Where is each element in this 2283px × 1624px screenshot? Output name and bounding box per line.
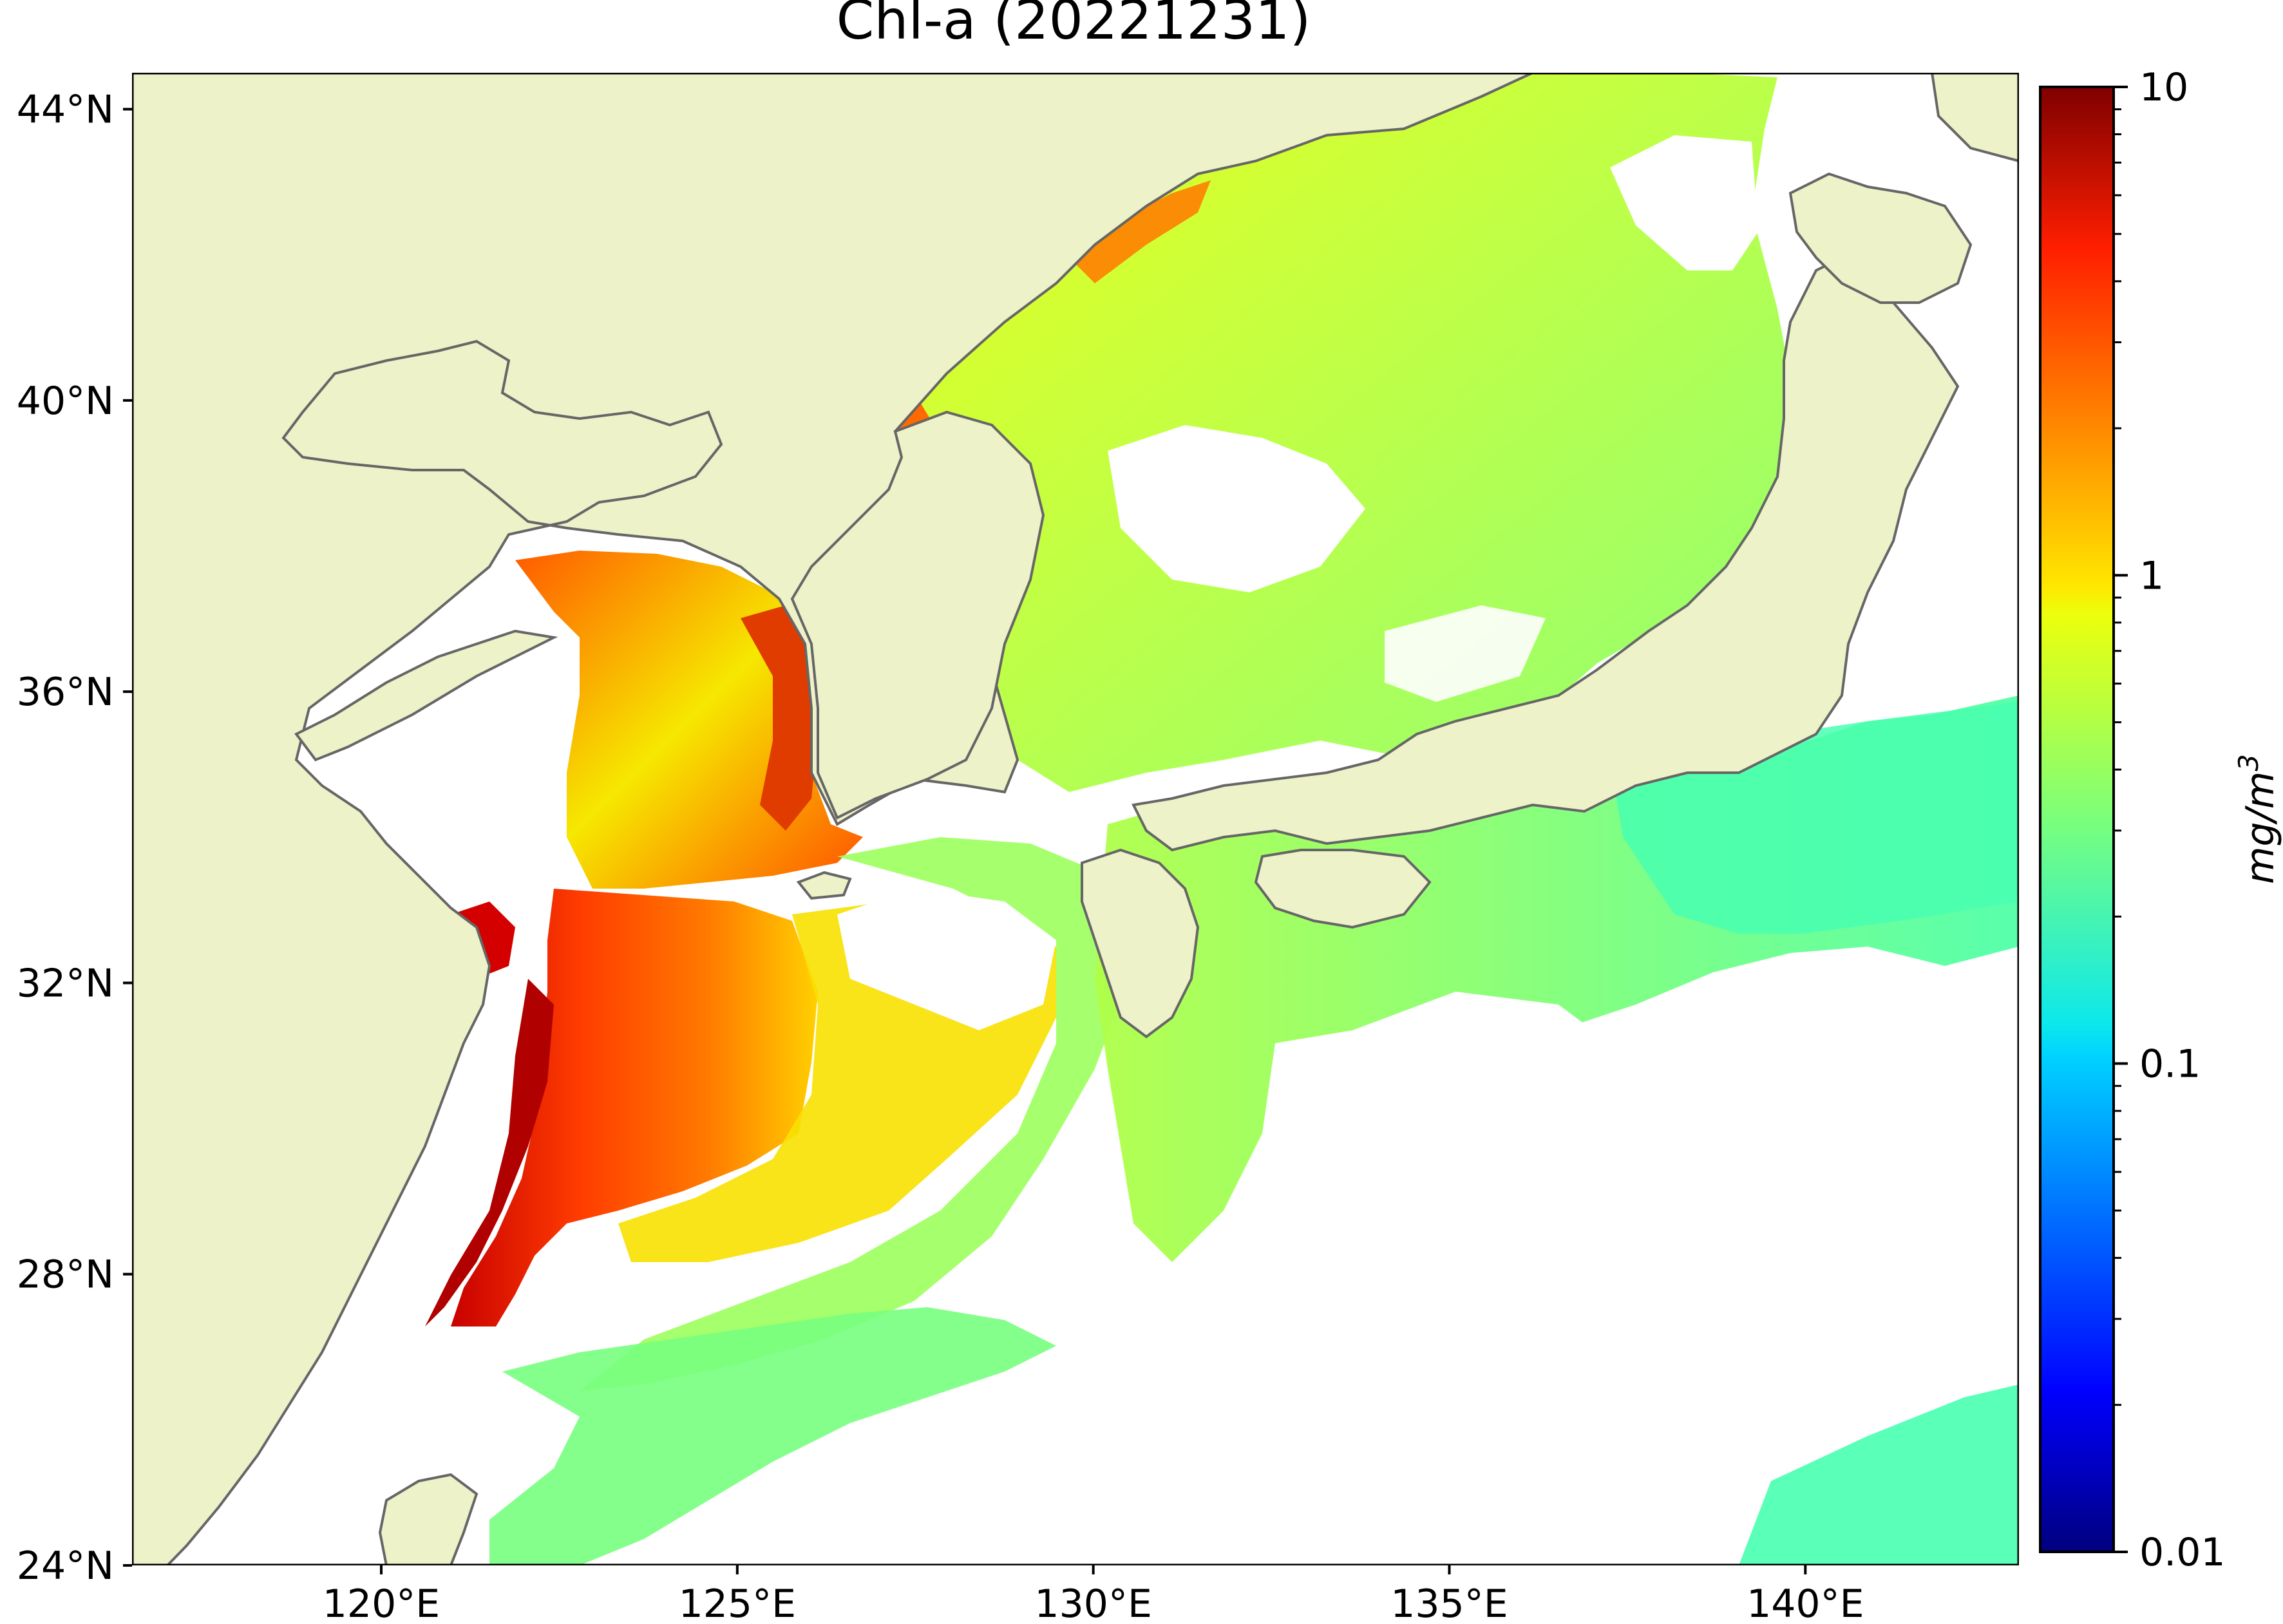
zhejiang-coastal-chl xyxy=(425,979,554,1327)
colorbar-minor-ticks xyxy=(2114,108,2121,1406)
shikoku xyxy=(1254,849,1432,929)
lat-tick-label: 24°N xyxy=(17,1544,114,1589)
japan-sea-clouds-2 xyxy=(1108,425,1365,592)
lat-tick-label: 36°N xyxy=(17,670,114,715)
shandong-peninsula xyxy=(294,629,558,762)
ecs-clouds xyxy=(837,889,1056,1030)
chart-title: Chl-a (20221231) xyxy=(837,0,1311,52)
japan-sea-clouds-3 xyxy=(1385,605,1546,702)
lat-tick-label: 28°N xyxy=(17,1252,114,1298)
unit-exponent: 3 xyxy=(2233,754,2264,771)
ryukyu-chl xyxy=(489,1307,1056,1565)
honshu xyxy=(1132,256,1960,852)
colorbar-ticks: 10 1 0.1 0.01 xyxy=(2114,65,2226,1575)
lon-tick-label: 135°E xyxy=(1390,1582,1508,1624)
east-china-sea-chl xyxy=(451,889,818,1327)
kyushu xyxy=(1081,848,1200,1039)
map-area xyxy=(132,73,2019,1565)
colorbar-tick-label: 0.01 xyxy=(2139,1530,2226,1575)
lat-tick-label: 32°N xyxy=(17,961,114,1006)
jeju-island xyxy=(796,871,852,900)
longitude-ticks: 120°E 125°E 130°E 135°E 140°E xyxy=(323,1565,1864,1624)
vladivostok-coast-chl xyxy=(1069,180,1211,283)
chlorophyll-field xyxy=(303,73,2019,1565)
latitude-ticks: 44°N 40°N 36°N 32°N 28°N 24°N xyxy=(17,88,132,1589)
sakhalin-edge xyxy=(1930,73,2019,163)
land-masses xyxy=(132,73,2019,1565)
colorbar-unit-label: mg/m3 xyxy=(2233,754,2283,884)
lat-tick-label: 44°N xyxy=(17,88,114,133)
lon-tick-label: 125°E xyxy=(679,1582,796,1624)
pacific-clouds xyxy=(1340,992,1610,1108)
lon-tick-label: 140°E xyxy=(1747,1582,1864,1624)
colorbar-tick-label: 10 xyxy=(2139,65,2188,110)
unit-base: mg/m xyxy=(2238,771,2283,884)
lat-tick-label: 40°N xyxy=(17,379,114,424)
korea-west-coastal-chl xyxy=(741,605,818,831)
east-china-sea-outer-chl xyxy=(580,837,1133,1391)
lon-tick-label: 130°E xyxy=(1034,1582,1151,1624)
colorbar-tick-label: 0.1 xyxy=(2139,1042,2201,1087)
korean-peninsula xyxy=(790,410,1045,820)
colorbar-gradient xyxy=(2039,86,2115,1553)
colorbar-tick-label: 1 xyxy=(2139,553,2164,598)
southeast-chl xyxy=(1739,1384,2019,1565)
taiwan xyxy=(378,1473,478,1565)
hokkaido xyxy=(1788,172,1973,304)
lon-tick-label: 120°E xyxy=(323,1582,440,1624)
japan-sea-clouds xyxy=(1610,135,1758,270)
colorbar: 10 1 0.1 0.01 mg/m3 xyxy=(2039,65,2283,1575)
